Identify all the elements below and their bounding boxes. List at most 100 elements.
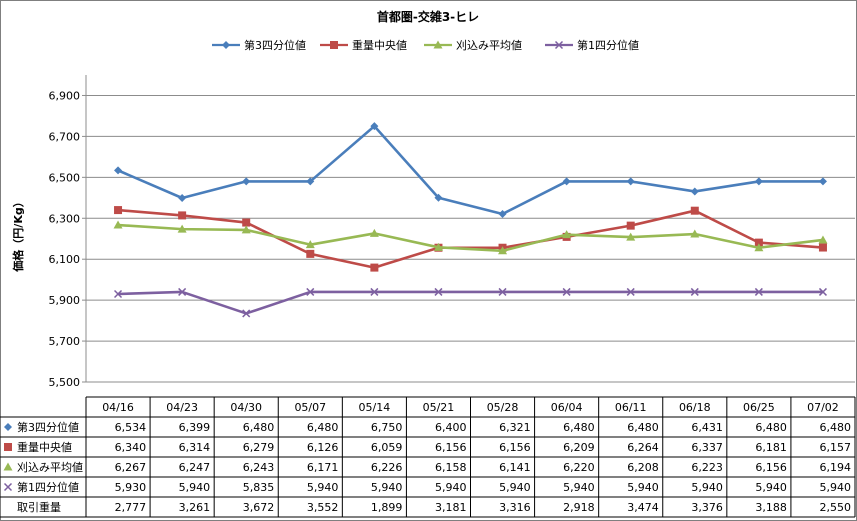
data-point [626,287,635,296]
table-cell: 6,400 [435,421,467,434]
series-group [114,287,827,318]
table-cell: 6,337 [691,441,723,454]
data-point [626,221,635,230]
legend-marker [330,41,338,49]
table-cell: 6,480 [563,421,595,434]
table-cell: 6,171 [307,461,339,474]
y-tick-label: 6,700 [49,130,81,143]
data-point [242,218,251,227]
table-cell: 6,534 [115,421,147,434]
table-cell: 2,777 [115,501,147,514]
row-label: 取引重量 [17,500,61,514]
x-tick-label: 05/28 [487,401,519,414]
table-cell: 3,316 [499,501,531,514]
gridlines [82,75,855,383]
data-point [818,287,827,296]
data-point [241,225,251,234]
table-cell: 6,247 [179,461,211,474]
data-point [690,187,699,196]
table-cell: 6,480 [307,421,339,434]
y-tick-label: 6,900 [49,89,81,102]
table-row: 取引重量 2,777 3,261 3,672 3,552 1,899 3,181 3,316 2… [17,500,851,514]
data-point [114,166,123,175]
table-cell: 5,940 [179,481,211,494]
data-point [178,287,187,296]
x-tick-label: 05/14 [359,401,391,414]
series-line [117,208,824,269]
y-tick-label: 5,700 [49,335,81,348]
legend-item: 第3四分位値 [212,38,306,52]
data-point [434,287,443,296]
table-cell: 3,552 [307,501,339,514]
table-cell: 5,940 [627,481,659,494]
table-cell: 3,188 [755,501,787,514]
data-table: 04/16 04/23 04/30 05/07 05/14 05/21 05/28 06/04… [0,396,856,518]
x-tick-label: 07/02 [807,401,839,414]
x-tick-label: 04/30 [230,401,262,414]
data-point [178,194,187,203]
table-cell: 6,243 [243,461,275,474]
table-cell: 2,918 [563,501,595,514]
table-cell: 6,264 [627,441,659,454]
table-cell: 6,267 [115,461,147,474]
table-cell: 5,940 [435,481,467,494]
data-point [306,177,315,186]
series-line [117,124,823,216]
table-cell: 5,940 [499,481,531,494]
row-label: 第3四分位値 [17,420,79,434]
row-legend-marker [3,462,13,471]
table-cell: 6,126 [307,441,339,454]
x-tick-label: 05/21 [423,401,455,414]
data-point [818,243,827,252]
table-cell: 6,141 [499,461,531,474]
legend-item: 重量中央値 [320,38,407,52]
table-cell: 5,930 [115,481,147,494]
table-row: 重量中央値 6,340 6,314 6,279 6,126 6,059 6,156 6,156… [4,440,851,454]
table-cell: 5,940 [563,481,595,494]
row-legend-marker [4,423,12,431]
table-cell: 1,899 [371,501,403,514]
table-cell: 5,940 [820,481,852,494]
legend-marker [433,40,443,49]
data-point [177,224,187,233]
table-cell: 6,156 [755,461,787,474]
table-cell: 3,376 [691,501,723,514]
table-cell: 5,940 [755,481,787,494]
table-cell: 6,399 [179,421,211,434]
x-tick-label: 06/11 [615,401,647,414]
legend-label: 重量中央値 [352,38,407,52]
table-cell: 6,314 [179,441,211,454]
legend: 第3四分位値 重量中央値 刈込み平均値 第1四分位値 [212,38,639,52]
table-cell: 5,940 [691,481,723,494]
table-cell: 2,550 [820,501,852,514]
series-group [113,220,828,255]
data-point [818,177,827,186]
y-axis-ticks: 5,500 5,700 5,900 6,100 6,300 6,500 6,700 6,900 [49,89,81,389]
data-point [113,220,123,229]
legend-marker [554,40,564,50]
data-point [305,240,315,249]
data-point [370,263,379,272]
series-line [117,223,824,253]
data-point [114,289,123,299]
table-cell: 5,940 [307,481,339,494]
data-point [178,211,187,220]
table-cell: 6,209 [563,441,595,454]
table-cell: 6,480 [820,421,852,434]
table-cell: 6,223 [691,461,723,474]
data-point [242,177,251,186]
x-tick-label: 06/25 [743,401,775,414]
table-cell: 6,158 [435,461,467,474]
table-cell: 5,940 [371,481,403,494]
data-point [754,238,763,247]
x-tick-label: 04/23 [166,401,198,414]
data-point [433,242,443,251]
table-cell: 6,480 [627,421,659,434]
table-row: 刈込み平均値 6,267 6,247 6,243 6,171 6,226 6,158 6,14… [3,461,851,474]
series-group [114,122,827,218]
data-point [818,235,828,244]
legend-item: 第1四分位値 [545,38,639,52]
table-cell: 6,340 [115,441,147,454]
